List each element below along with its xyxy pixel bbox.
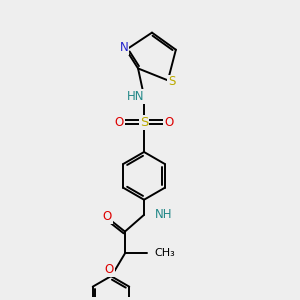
Text: NH: NH	[155, 208, 173, 221]
Text: S: S	[168, 76, 175, 88]
Text: N: N	[120, 41, 128, 54]
Text: HN: HN	[127, 90, 145, 103]
Text: CH₃: CH₃	[154, 248, 175, 258]
Text: O: O	[115, 116, 124, 129]
Text: O: O	[102, 210, 112, 223]
Text: O: O	[164, 116, 173, 129]
Text: S: S	[140, 116, 148, 129]
Text: O: O	[105, 263, 114, 276]
